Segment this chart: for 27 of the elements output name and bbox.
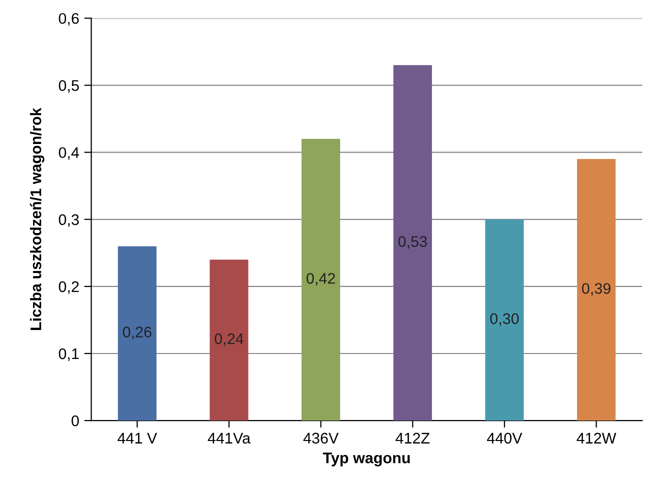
y-axis-title: Liczba uszkodzeń/1 wagon/rok (30, 108, 44, 330)
x-tick-label: 436V (303, 432, 339, 444)
y-tick-label: 0,4 (58, 147, 80, 160)
y-tick-label: 0 (72, 415, 79, 426)
bar (577, 159, 616, 421)
data-label: 0,30 (490, 313, 519, 326)
bar (302, 138, 340, 421)
data-label: 0,42 (306, 273, 335, 286)
x-tick-label: 412Z (396, 432, 430, 444)
data-label: 0,39 (582, 283, 610, 296)
y-tick-label: 0,6 (58, 13, 79, 26)
x-tick-label: 440V (486, 432, 522, 444)
data-label: 0,26 (122, 326, 152, 340)
y-tick-label: 0,1 (58, 348, 79, 361)
bar (485, 219, 524, 421)
bar (118, 246, 156, 421)
y-tick-label: 0,2 (58, 281, 79, 294)
y-tick-label: 0,3 (58, 214, 79, 227)
bar (210, 260, 248, 421)
y-tick-label: 0,5 (58, 80, 79, 93)
x-tick-label: 441 V (118, 432, 158, 444)
x-tick-label: 441Va (208, 432, 251, 444)
x-tick-label: 412W (576, 432, 616, 444)
data-label: 0,53 (398, 236, 427, 249)
data-label: 0,24 (214, 333, 244, 346)
x-axis-title: Typ wagonu (322, 452, 410, 466)
bar (393, 65, 432, 421)
